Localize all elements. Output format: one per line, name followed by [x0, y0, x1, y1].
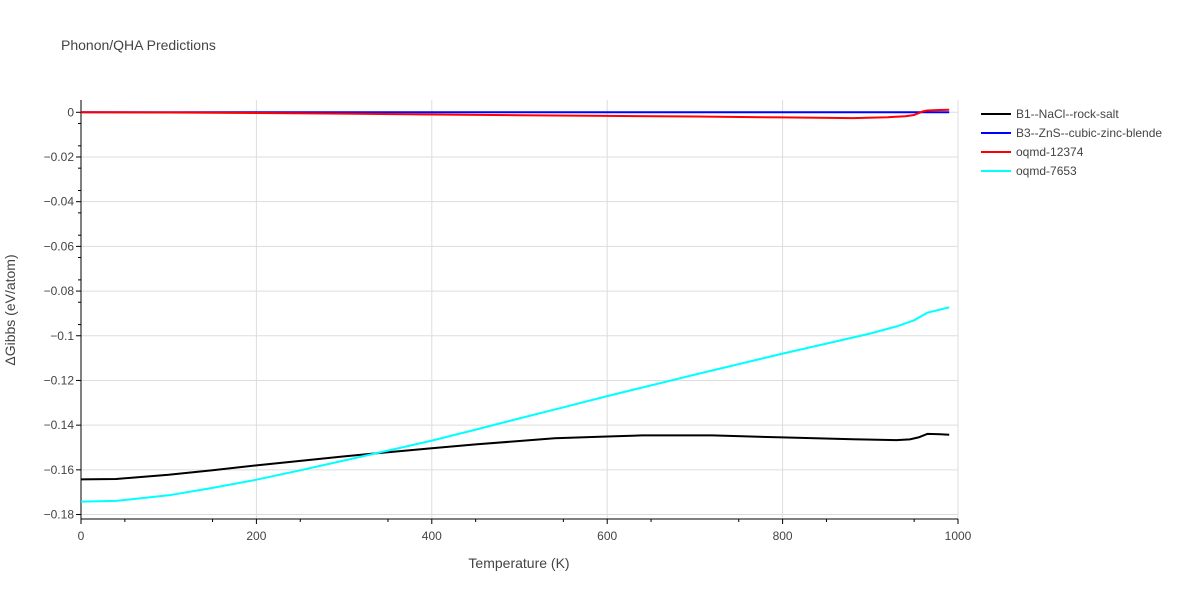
x-tick-label: 400 [422, 529, 442, 543]
x-tick-label: 0 [78, 529, 85, 543]
x-tick-label: 600 [597, 529, 617, 543]
legend-label-oqmd-7653: oqmd-7653 [1016, 164, 1077, 178]
legend-label-b1-nacl-rock-salt: B1--NaCl--rock-salt [1016, 107, 1119, 121]
y-axis-title: ΔGibbs (eV/atom) [2, 254, 18, 365]
x-tick-label: 800 [773, 529, 793, 543]
y-tick-label: −0.14 [44, 418, 75, 432]
legend: B1--NaCl--rock-salt B3--ZnS--cubic-zinc-b… [981, 107, 1162, 178]
y-tick-label: −0.02 [44, 150, 75, 164]
legend-label-b3-zns-cubic-zinc-blende: B3--ZnS--cubic-zinc-blende [1016, 126, 1162, 140]
x-tick-label: 200 [246, 529, 266, 543]
series-line-b1-nacl-rock-salt [80, 432, 950, 481]
y-tick-label: −0.08 [44, 284, 75, 298]
y-tick-label: −0.12 [44, 373, 75, 387]
y-tick-label: −0.18 [44, 508, 75, 522]
y-tick-labels: 0 −0.02 −0.04 −0.06 −0.08 −0.1 −0.12 −0.14 −0.16… [44, 105, 75, 521]
chart-title: Phonon/QHA Predictions [61, 37, 216, 53]
series-line-oqmd-7653 [80, 306, 950, 503]
x-axis-title: Temperature (K) [468, 555, 569, 571]
axes [76, 100, 959, 524]
x-tick-label: 1000 [945, 529, 972, 543]
y-tick-label: −0.1 [50, 329, 74, 343]
y-tick-label: −0.06 [44, 239, 75, 253]
y-tick-label: −0.04 [44, 195, 75, 209]
legend-label-oqmd-12374: oqmd-12374 [1016, 145, 1084, 159]
series-line-oqmd-12374 [80, 108, 950, 120]
y-tick-label: −0.16 [44, 463, 75, 477]
grid [81, 100, 959, 519]
y-tick-label: 0 [67, 105, 74, 119]
series-layer [80, 108, 950, 503]
x-tick-labels: 0 200 400 600 800 1000 [78, 529, 972, 543]
